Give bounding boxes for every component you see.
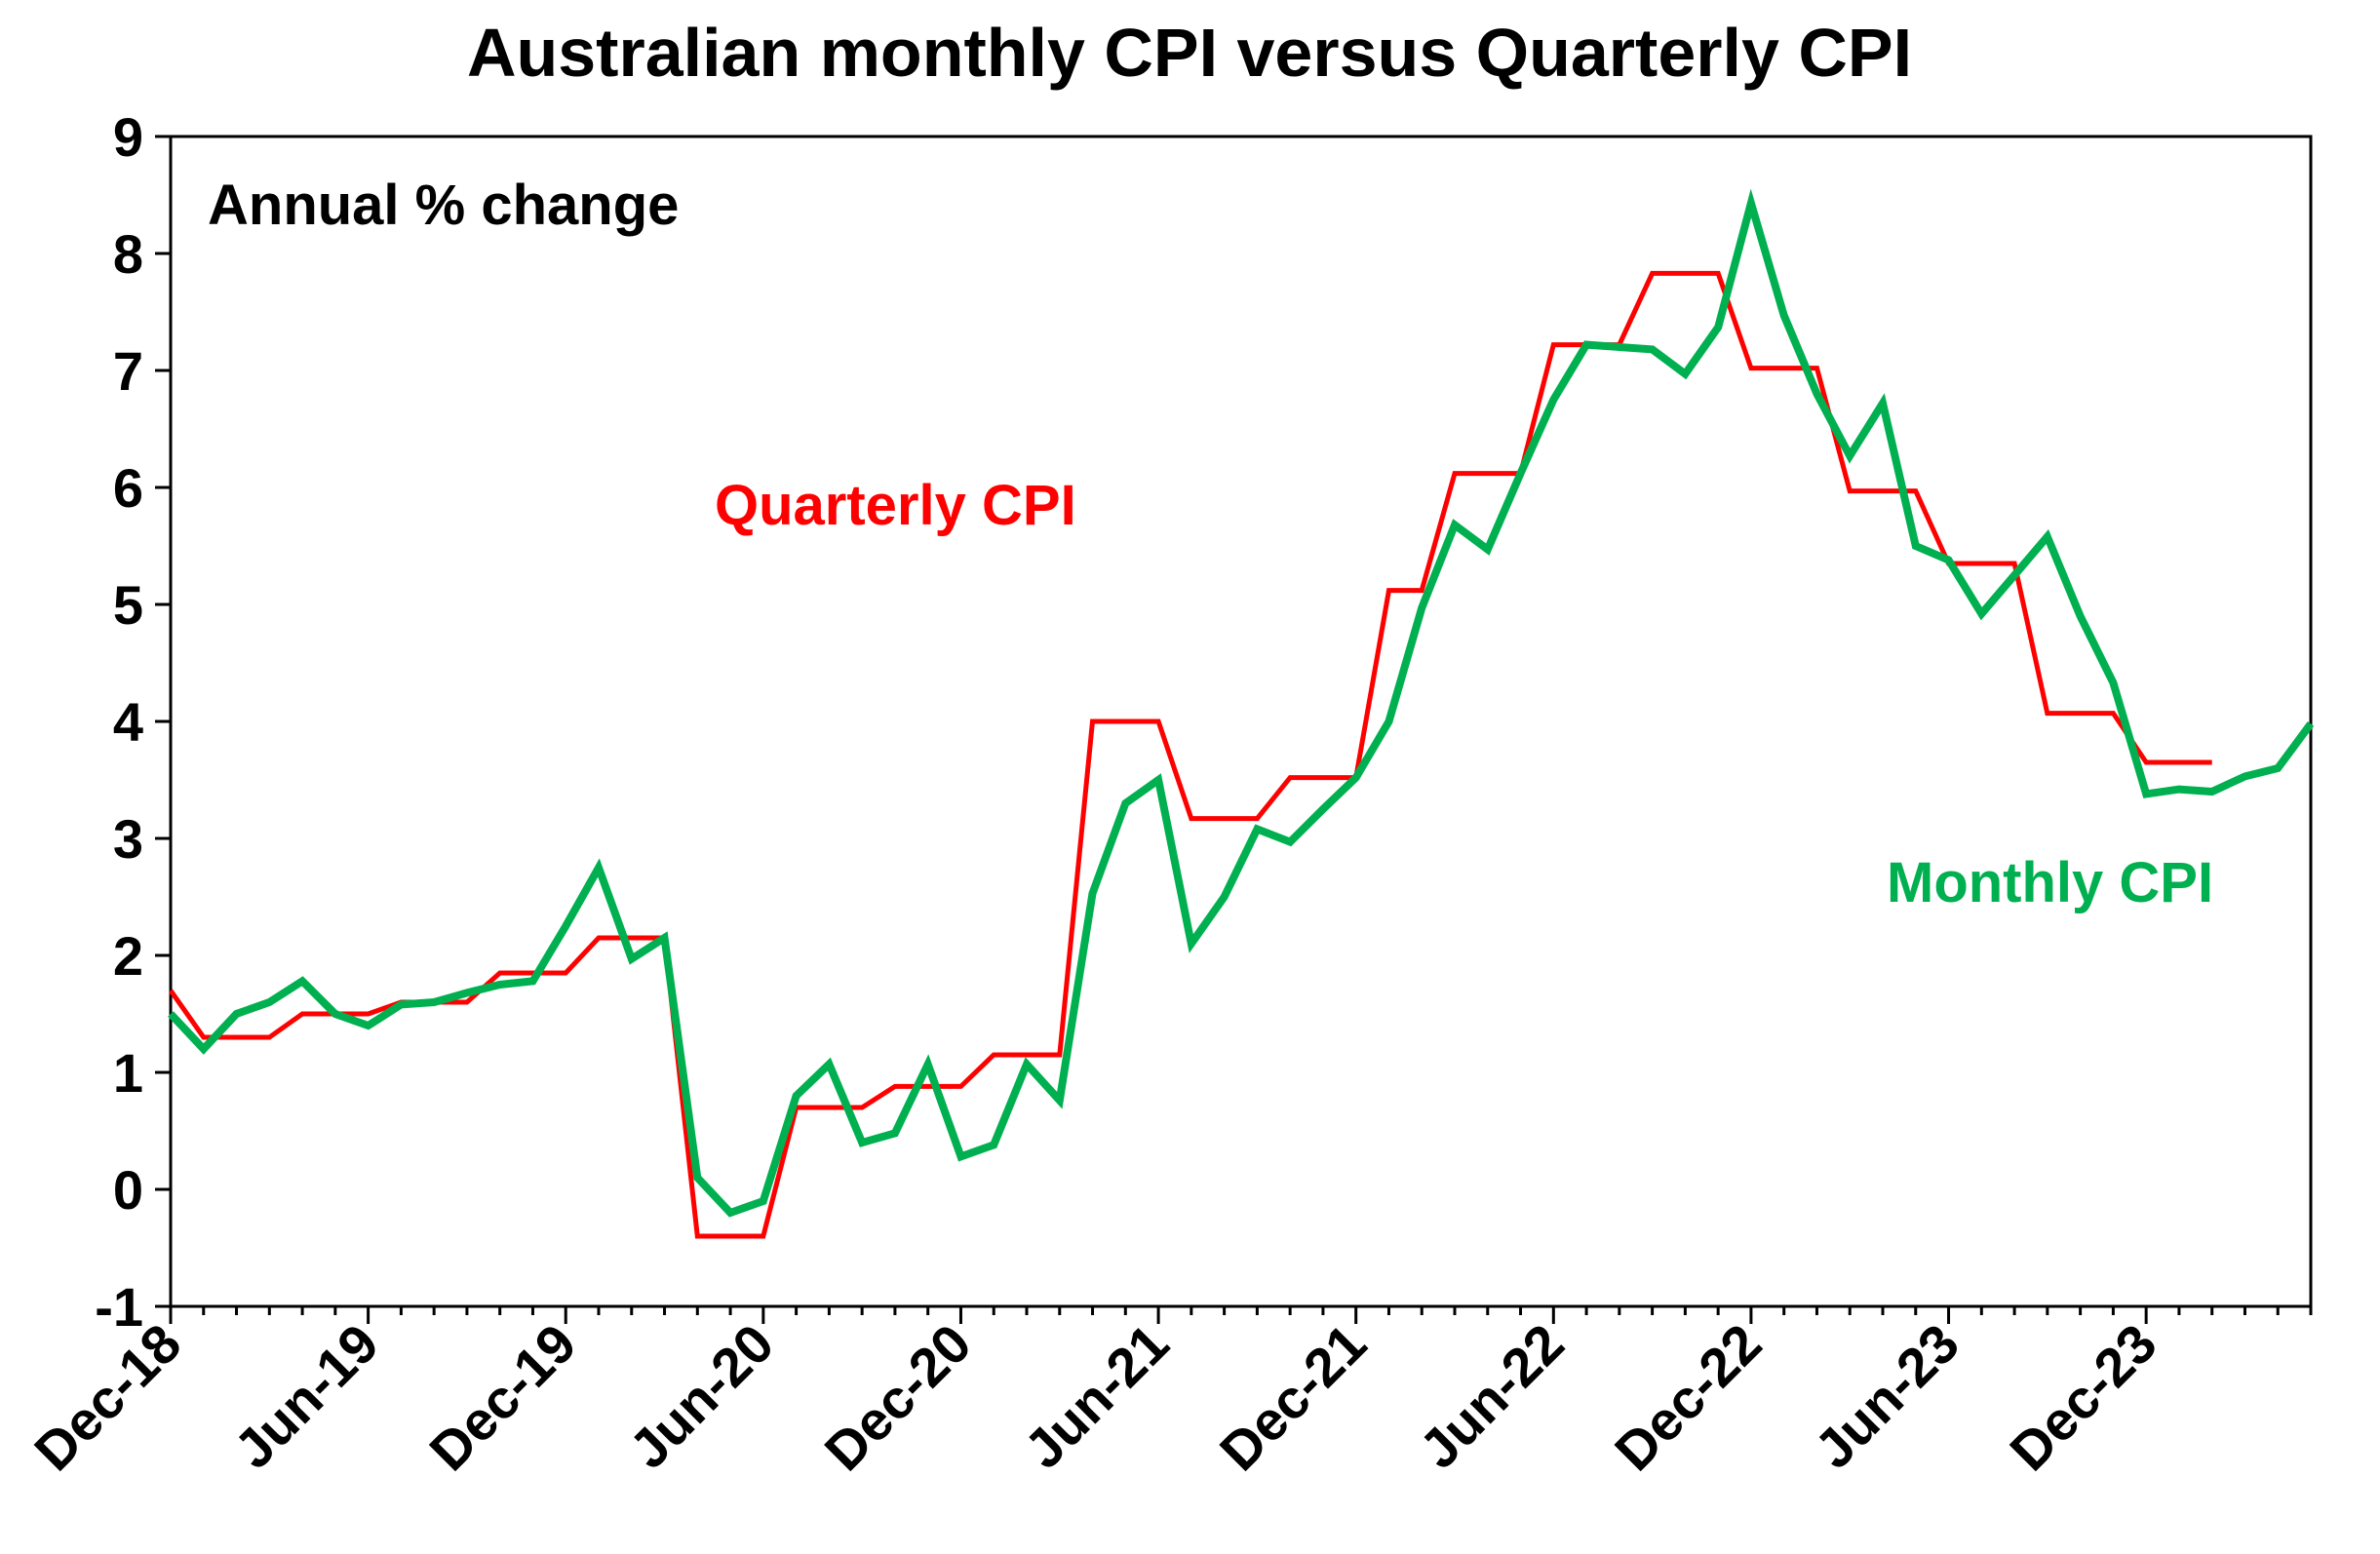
x-tick-label: Jun-19 bbox=[222, 1312, 390, 1480]
x-tick-label: Jun-22 bbox=[1408, 1312, 1576, 1480]
series-line-monthly-cpi bbox=[168, 188, 2315, 1218]
y-tick-label: 1 bbox=[113, 1042, 143, 1104]
x-axis: Dec-18 Jun-19 Dec-19 Jun-20 Dec-20 Jun-21 Dec-… bbox=[22, 1306, 2313, 1482]
y-tick-label: 3 bbox=[113, 808, 143, 870]
y-tick-label: 4 bbox=[113, 691, 143, 753]
series-line-quarterly-cpi bbox=[168, 270, 2212, 1239]
plot-area-frame bbox=[169, 135, 2313, 1308]
x-tick-label: Dec-21 bbox=[1208, 1312, 1378, 1482]
x-tick-label: Dec-19 bbox=[417, 1312, 587, 1482]
series-layer bbox=[168, 188, 2315, 1239]
chart-title: Australian monthly CPI versus Quarterly … bbox=[467, 15, 1912, 91]
series-label-quarterly: Quarterly CPI bbox=[715, 474, 1076, 537]
x-tick-label: Dec-22 bbox=[1603, 1312, 1773, 1482]
x-tick-label: Dec-18 bbox=[22, 1312, 192, 1482]
y-tick-label: 8 bbox=[113, 223, 143, 285]
y-tick-label: 0 bbox=[113, 1159, 143, 1221]
y-axis: -1 0 1 2 3 4 5 6 7 8 9 bbox=[95, 106, 171, 1338]
y-tick-label: 5 bbox=[113, 574, 143, 636]
y-tick-label: 9 bbox=[113, 106, 143, 168]
x-tick-label: Jun-21 bbox=[1012, 1312, 1180, 1480]
y-tick-label: -1 bbox=[95, 1276, 143, 1338]
x-tick-label: Jun-20 bbox=[617, 1312, 785, 1480]
y-tick-label: 6 bbox=[113, 457, 143, 519]
y-tick-label: 7 bbox=[113, 340, 143, 402]
x-tick-label: Jun-23 bbox=[1803, 1312, 1970, 1480]
x-tick-label: Dec-23 bbox=[1998, 1312, 2167, 1482]
x-tick-label: Dec-20 bbox=[813, 1312, 983, 1482]
series-label-monthly: Monthly CPI bbox=[1887, 851, 2213, 914]
annotation-label: Annual % change bbox=[208, 174, 679, 237]
y-tick-label: 2 bbox=[113, 925, 143, 987]
